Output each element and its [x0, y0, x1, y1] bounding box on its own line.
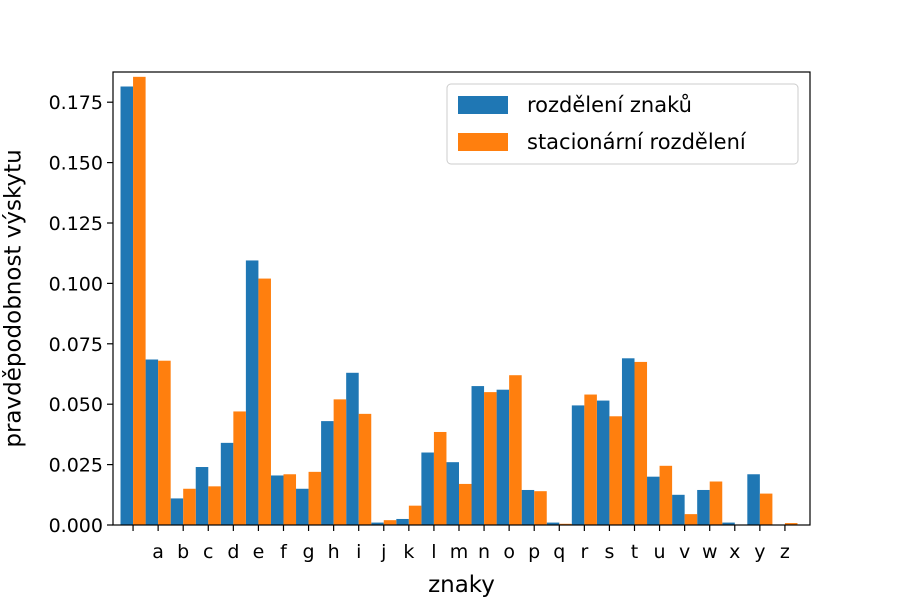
bar-series-2-12: [433, 431, 447, 525]
bar-series-1-5: [245, 260, 259, 525]
x-tick-label: u: [654, 541, 666, 563]
x-tick-label: v: [679, 541, 690, 563]
bar-series-1-14: [471, 386, 485, 525]
bar-series-1-24: [722, 522, 735, 525]
y-tick-label: 0.025: [49, 455, 103, 477]
bar-series-1-10: [371, 522, 384, 525]
bar-series-2-11: [408, 505, 422, 525]
plot-frame: [112, 71, 811, 526]
x-tick-label: o: [503, 541, 515, 563]
y-tick-label: 0.050: [49, 394, 103, 416]
bar-series-2-3: [208, 486, 221, 525]
bar-series-1-2: [170, 498, 184, 525]
bar-series-1-13: [446, 462, 459, 525]
x-tick-label: a: [152, 541, 164, 563]
bar-series-2-9: [358, 413, 372, 525]
bar-series-2-21: [659, 465, 673, 525]
bar-series-2-0: [133, 76, 146, 525]
bar-series-1-17: [546, 522, 560, 525]
bar-series-2-19: [609, 416, 622, 525]
bar-series-1-12: [421, 452, 434, 525]
bar-series-2-13: [458, 483, 472, 525]
legend-swatch-series-2: [458, 133, 508, 151]
x-tick-label: t: [631, 541, 638, 563]
x-tick-label: e: [253, 541, 265, 563]
bar-series-2-2: [183, 488, 196, 525]
x-tick-label: q: [553, 541, 565, 563]
bar-series-1-3: [195, 467, 209, 525]
x-tick-label: i: [356, 541, 361, 563]
bar-series-1-0: [120, 86, 134, 525]
bars-layer: [120, 76, 798, 525]
y-tick-label: 0.075: [49, 334, 103, 356]
x-tick-label: s: [604, 541, 614, 563]
bar-series-1-8: [321, 421, 334, 525]
y-tick-label: 0.175: [49, 92, 103, 114]
x-tick-label: x: [729, 541, 740, 563]
x-tick-label: c: [203, 541, 213, 563]
bar-series-1-6: [270, 475, 284, 525]
x-tick-label: r: [580, 541, 588, 563]
bar-series-1-16: [521, 489, 535, 525]
bar-series-2-5: [258, 278, 271, 525]
bar-series-2-14: [484, 392, 497, 525]
bar-series-1-18: [571, 405, 585, 525]
y-tick-label: 0.100: [49, 273, 103, 295]
legend-label-series-1: rozdělení znaků: [527, 93, 692, 117]
y-tick-label: 0.000: [49, 515, 103, 537]
bar-series-1-11: [396, 518, 409, 525]
x-tick-label: w: [702, 541, 718, 563]
bar-series-2-6: [283, 474, 297, 525]
x-tick-label: f: [280, 541, 288, 563]
bar-series-2-22: [684, 514, 698, 525]
bar-series-2-8: [333, 399, 347, 525]
bar-series-2-10: [383, 520, 397, 525]
x-tick-label: j: [380, 541, 386, 563]
bar-series-1-23: [697, 489, 710, 525]
y-axis-label: pravděpodobnost výskytu: [1, 149, 27, 447]
legend: rozdělení znaků stacionární rozdělení: [446, 83, 799, 165]
y-tick-label: 0.125: [49, 213, 103, 235]
bar-series-1-21: [647, 476, 660, 525]
bar-series-2-23: [709, 481, 723, 525]
x-tick-label: l: [431, 541, 436, 563]
x-tick-label: b: [177, 541, 189, 563]
bar-series-2-18: [584, 394, 597, 525]
x-tick-label: z: [780, 541, 790, 563]
bar-series-2-4: [233, 411, 246, 525]
bar-series-2-20: [634, 361, 648, 525]
bar-series-1-1: [145, 359, 159, 525]
bar-series-2-16: [534, 491, 547, 525]
x-tick-label: y: [754, 541, 765, 563]
x-tick-label: n: [478, 541, 490, 563]
bar-series-2-7: [308, 471, 322, 525]
bar-series-1-9: [346, 372, 359, 525]
bar-series-1-19: [596, 400, 610, 525]
legend-label-series-2: stacionární rozdělení: [527, 130, 747, 154]
bar-series-2-17: [559, 523, 572, 525]
x-tick-label: m: [450, 541, 469, 563]
bar-series-2-25: [759, 493, 773, 525]
bar-series-2-15: [509, 375, 522, 525]
bar-series-1-20: [621, 358, 635, 525]
x-tick-label: h: [328, 541, 340, 563]
x-tick-label: g: [303, 541, 315, 563]
x-tick-label: k: [403, 541, 414, 563]
bar-series-1-4: [220, 442, 234, 525]
x-tick-label: d: [227, 541, 239, 563]
y-tick-label: 0.150: [49, 153, 103, 175]
bar-series-2-1: [158, 360, 171, 525]
bar-series-1-25: [747, 474, 760, 525]
bar-series-1-15: [496, 389, 510, 525]
legend-swatch-series-1: [458, 96, 508, 114]
y-axis: 0.000 0.025 0.050 0.075 0.100 0.125 0.150 0.175: [49, 92, 113, 537]
bar-series-2-26: [784, 523, 798, 525]
x-axis-label: znaky: [428, 572, 495, 598]
legend-box: [446, 83, 799, 165]
bar-series-1-7: [296, 488, 309, 525]
bar-series-1-22: [672, 494, 685, 525]
x-tick-label: p: [528, 541, 540, 563]
